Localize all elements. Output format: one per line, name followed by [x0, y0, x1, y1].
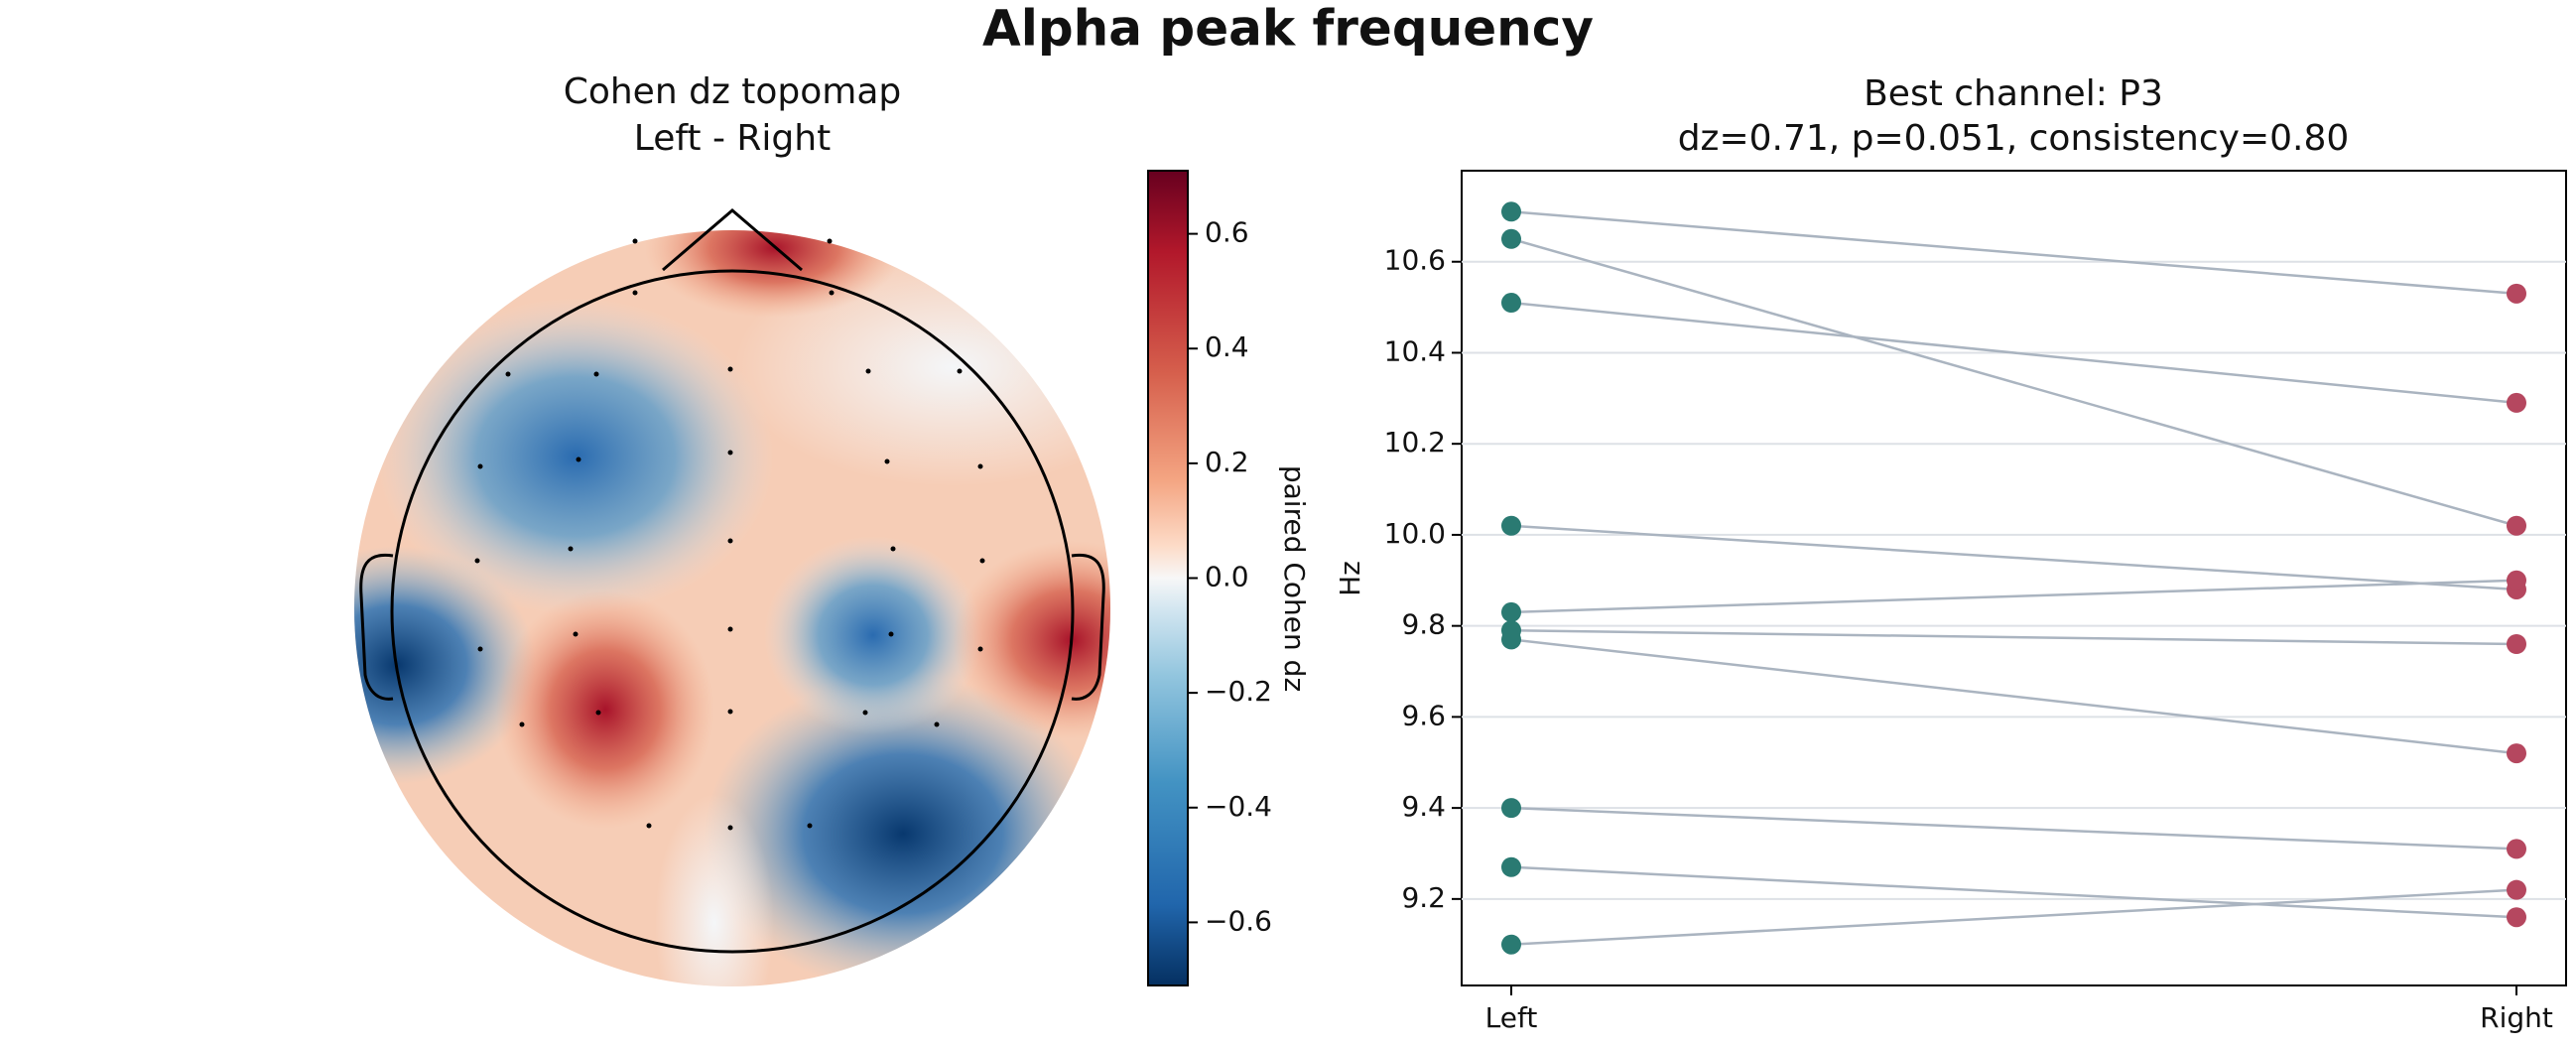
colorbar-tick-label: −0.6	[1205, 904, 1272, 937]
chart-title: Best channel: P3	[1864, 73, 2163, 114]
point	[2507, 392, 2526, 413]
point	[2507, 570, 2526, 590]
point	[1501, 515, 1521, 536]
y-axis-label: Hz	[1334, 561, 1366, 596]
subject-line	[1510, 524, 2517, 591]
subject-line	[1510, 638, 2517, 755]
plot-frame	[1461, 170, 2567, 986]
point	[1501, 629, 1521, 650]
y-tick-label: 10.0	[1384, 517, 1446, 550]
colorbar-tick-label: 0.4	[1205, 330, 1249, 363]
topomap	[354, 230, 1110, 986]
subject-line	[1510, 301, 2517, 405]
topomap-subtitle: Left - Right	[634, 118, 831, 159]
subject-line	[1510, 237, 2517, 527]
subject-line	[1510, 865, 2517, 919]
y-tick-label: 9.6	[1401, 699, 1446, 731]
y-tick-label: 10.2	[1384, 426, 1446, 458]
point	[2507, 515, 2526, 536]
y-tick-label: 10.6	[1384, 244, 1446, 277]
x-tick-label: Left	[1485, 1001, 1538, 1034]
colorbar-tick-label: 0.6	[1205, 216, 1249, 249]
point	[2507, 907, 2526, 928]
x-tick-label: Right	[2480, 1001, 2553, 1034]
colorbar-label: paired Cohen dz	[1278, 465, 1311, 692]
colorbar	[1147, 170, 1189, 986]
point	[1501, 798, 1521, 819]
y-tick-label: 9.8	[1401, 608, 1446, 641]
head-outline	[359, 208, 1105, 954]
y-tick-label: 10.4	[1384, 334, 1446, 367]
point	[1501, 228, 1521, 249]
point	[2507, 283, 2526, 304]
y-tick-label: 9.4	[1401, 790, 1446, 823]
figure-title: Alpha peak frequency	[982, 0, 1594, 58]
y-tick-label: 9.2	[1401, 881, 1446, 914]
point	[1501, 201, 1521, 222]
point	[2507, 839, 2526, 859]
point	[1501, 856, 1521, 877]
point	[1501, 293, 1521, 314]
point	[2507, 879, 2526, 900]
chart-subtitle: dz=0.71, p=0.051, consistency=0.80	[1678, 118, 2350, 159]
colorbar-tick-label: −0.2	[1205, 675, 1272, 708]
point	[1501, 934, 1521, 955]
subject-line	[1510, 210, 2517, 296]
point	[2507, 743, 2526, 764]
sensors	[474, 238, 985, 831]
subject-line	[1510, 628, 2517, 646]
point	[2507, 634, 2526, 655]
colorbar-tick-label: 0.0	[1205, 561, 1249, 593]
subject-line	[1510, 579, 2517, 614]
colorbar-tick-label: 0.2	[1205, 446, 1249, 478]
subject-line	[1510, 888, 2517, 946]
colorbar-tick-label: −0.4	[1205, 790, 1272, 823]
point	[1501, 601, 1521, 622]
topomap-title: Cohen dz topomap	[564, 71, 902, 112]
subject-line	[1510, 806, 2517, 851]
